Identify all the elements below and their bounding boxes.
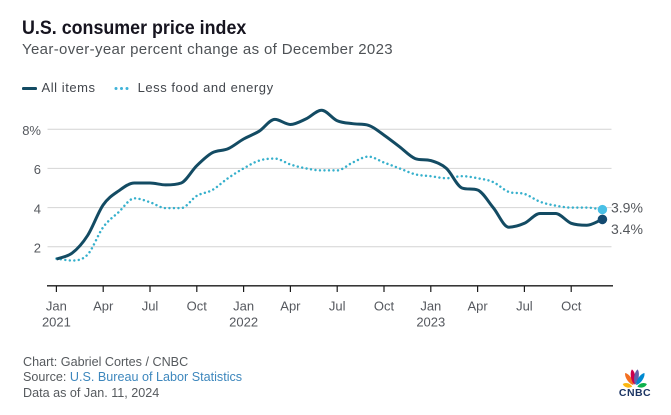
svg-text:Oct: Oct: [187, 298, 208, 313]
svg-text:8%: 8%: [22, 123, 41, 138]
svg-text:Apr: Apr: [467, 298, 488, 313]
svg-text:Jan: Jan: [233, 298, 254, 313]
svg-text:6: 6: [34, 162, 41, 177]
svg-text:Apr: Apr: [280, 298, 301, 313]
svg-text:Oct: Oct: [374, 298, 395, 313]
svg-text:Jul: Jul: [142, 298, 159, 313]
svg-text:Jul: Jul: [516, 298, 533, 313]
svg-text:Oct: Oct: [561, 298, 582, 313]
svg-text:CNBC: CNBC: [619, 387, 651, 399]
svg-text:3.9%: 3.9%: [611, 200, 643, 216]
svg-text:2: 2: [34, 241, 41, 256]
svg-text:Jul: Jul: [329, 298, 346, 313]
svg-text:2021: 2021: [42, 314, 71, 329]
svg-text:2023: 2023: [416, 314, 445, 329]
svg-text:Jan: Jan: [46, 298, 67, 313]
svg-text:Apr: Apr: [93, 298, 114, 313]
svg-text:3.4%: 3.4%: [611, 221, 643, 237]
svg-text:4: 4: [34, 201, 41, 216]
svg-text:Jan: Jan: [420, 298, 441, 313]
svg-text:2022: 2022: [229, 314, 258, 329]
